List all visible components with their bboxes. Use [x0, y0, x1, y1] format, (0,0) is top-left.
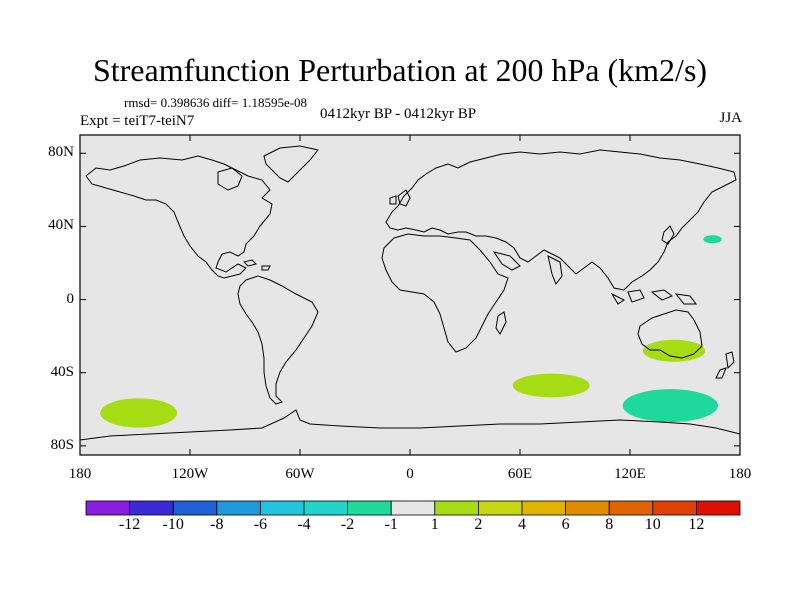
lon-tick-label: 180	[68, 466, 92, 482]
colorbar-swatch	[477, 500, 523, 516]
coastline-caribbean	[243, 259, 271, 271]
colorbar-label: 12	[688, 516, 705, 533]
anomaly-australia	[642, 339, 706, 362]
coastline-greenland	[263, 145, 319, 183]
chart-title: Streamfunction Perturbation at 200 hPa (…	[92, 52, 708, 88]
anomaly-south-indian-ocean	[512, 373, 590, 398]
colorbar-swatch	[259, 500, 305, 516]
lon-tick-label: 0	[406, 466, 414, 482]
colorbar-label: 1	[430, 516, 439, 533]
colorbar-label: 4	[518, 516, 526, 533]
stats-line: rmsd= 0.398636 diff= 1.18595e-08	[124, 95, 308, 110]
lat-tick-label: 40N	[48, 217, 74, 234]
colorbar-swatch	[608, 500, 654, 516]
colorbar-label: -10	[162, 516, 184, 533]
lat-tick-label: 0	[66, 290, 75, 307]
coastline-australia	[637, 309, 703, 359]
colorbar-swatch	[129, 500, 174, 516]
coastline-arabia-india	[492, 251, 563, 286]
coastline-new-zealand	[715, 351, 735, 379]
colorbar-swatch	[696, 500, 741, 516]
coastline-japan	[661, 225, 675, 245]
colorbar-swatch	[521, 500, 566, 516]
coastline-indonesia	[610, 289, 697, 305]
season-label: JJA	[719, 110, 742, 126]
colorbar-label: -1	[384, 516, 398, 533]
colorbar-swatch	[85, 500, 130, 516]
colorbar-swatch	[303, 500, 348, 516]
coastline-eurasia	[385, 149, 737, 291]
coastline-africa	[381, 233, 509, 353]
colorbar-swatch	[390, 500, 436, 516]
coastline-british-isles	[389, 189, 411, 207]
colorbar-label: -2	[340, 516, 355, 533]
colorbar-swatch	[565, 500, 610, 516]
lon-tick-label: 120W	[171, 466, 209, 482]
coastline-north-america	[85, 155, 273, 279]
lon-tick-label: 120E	[614, 466, 646, 482]
anomaly-north-pacific	[703, 235, 722, 244]
colorbar-label: -8	[210, 516, 224, 533]
colorbar-swatch	[216, 500, 261, 516]
colorbar-swatch	[434, 500, 479, 516]
colorbar-label: 10	[644, 516, 661, 533]
lat-tick-label: 80N	[48, 144, 74, 161]
coastline-antarctica	[79, 409, 741, 441]
lon-tick-label: 60E	[507, 466, 533, 482]
anomaly-south-of-australia	[622, 389, 718, 423]
anomaly-south-pacific	[100, 398, 178, 428]
colorbar-label: -6	[253, 516, 268, 533]
colorbar-label: -12	[118, 516, 141, 533]
coastline-south-america	[237, 275, 319, 405]
colorbar-label: 6	[561, 516, 570, 533]
colorbar-swatch	[652, 500, 697, 516]
colorbar-label: -4	[297, 516, 311, 533]
period-label: 0412kyr BP - 0412kyr BP	[320, 106, 477, 122]
colorbar-label: 8	[605, 516, 614, 533]
coastline-hudson-bay	[217, 167, 243, 191]
colorbar-swatch	[347, 500, 392, 516]
lon-tick-label: 60W	[285, 466, 315, 482]
colorbar-label: 2	[474, 516, 483, 533]
colorbar-swatch	[172, 500, 218, 516]
lon-tick-label: 180	[728, 466, 752, 482]
experiment-label: Expt = teiT7-teiN7	[80, 113, 195, 129]
coastline-madagascar	[495, 311, 507, 335]
lat-tick-label: 40S	[50, 363, 74, 380]
lat-tick-label: 80S	[50, 436, 74, 453]
